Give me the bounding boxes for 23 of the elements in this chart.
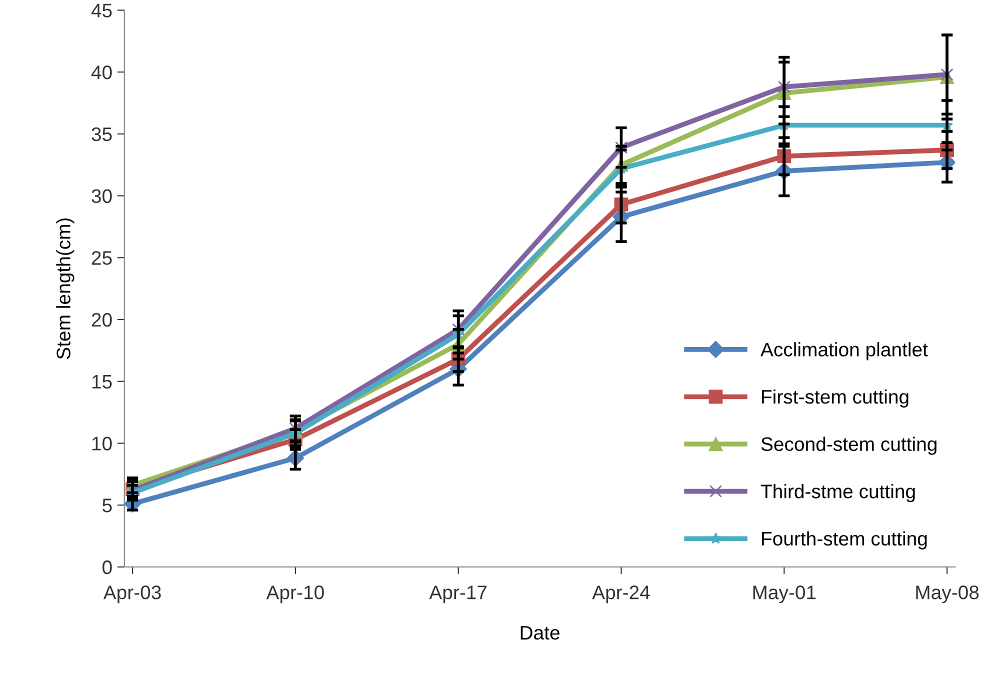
y-tick-label: 40 (91, 66, 112, 80)
y-axis-title: Stem length(cm) (56, 218, 74, 360)
y-tick-label: 0 (102, 560, 112, 574)
x-tick-label: May-08 (916, 586, 979, 604)
x-tick-label: Apr-10 (266, 586, 324, 604)
x-tick-label: May-01 (753, 586, 816, 604)
x-tick-label: Apr-24 (592, 586, 650, 604)
legend-label: Acclimation plantlet (760, 342, 928, 360)
y-tick-label: 15 (92, 375, 112, 389)
y-tick-label: 10 (92, 436, 112, 450)
y-tick-label: 45 (91, 4, 112, 18)
y-tick-label: 30 (92, 189, 112, 204)
legend-label: Fourth-stem cutting (762, 531, 927, 550)
y-tick-label: 5 (102, 498, 112, 512)
x-axis-title: Date (520, 626, 560, 640)
legend-label: Third-stme cutting (760, 484, 915, 502)
y-tick-label: 35 (92, 127, 112, 142)
x-tick-label: Apr-03 (103, 586, 161, 604)
legend-label: First-stem cutting (762, 389, 908, 408)
legend-label: Second-stem cutting (761, 436, 936, 455)
y-tick-label: 20 (92, 312, 112, 327)
y-tick-label: 25 (92, 251, 112, 265)
x-tick-label: Apr-17 (429, 586, 487, 604)
